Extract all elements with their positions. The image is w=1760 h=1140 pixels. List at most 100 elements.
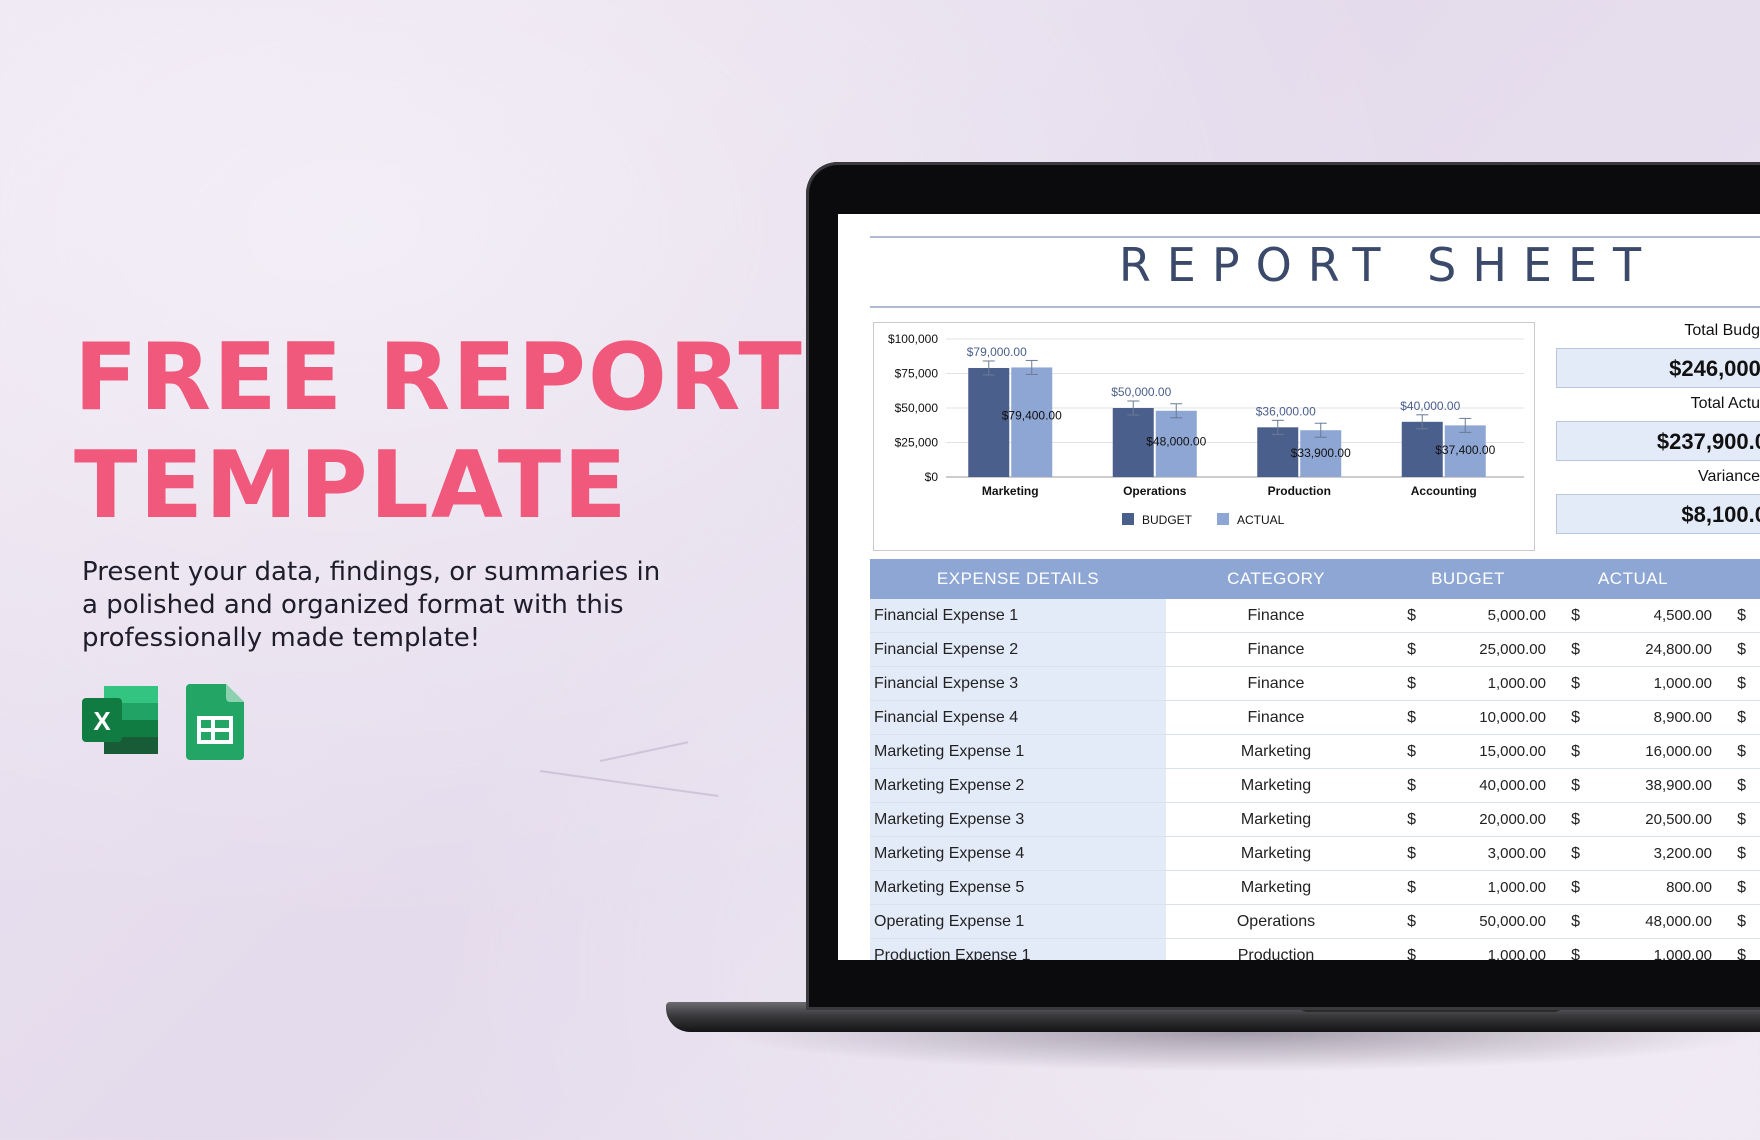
variance-currency-cell[interactable]: $ <box>1716 768 1760 803</box>
actual-currency-cell[interactable]: $ <box>1550 802 1594 837</box>
expense-name-cell[interactable]: Production Expense 1 <box>870 938 1166 960</box>
expense-name-cell[interactable]: Financial Expense 2 <box>870 632 1166 667</box>
budget-currency-cell[interactable]: $ <box>1386 836 1430 871</box>
y-tick-label: $75,000 <box>895 367 939 381</box>
header-expense-details[interactable]: EXPENSE DETAILS <box>870 559 1166 599</box>
category-cell[interactable]: Finance <box>1166 599 1386 633</box>
expense-name-cell[interactable]: Financial Expense 4 <box>870 700 1166 735</box>
budget-currency-cell[interactable]: $ <box>1386 734 1430 769</box>
variance-currency-cell[interactable]: $ <box>1716 599 1760 633</box>
actual-currency-cell[interactable]: $ <box>1550 836 1594 871</box>
variance-currency-cell[interactable]: $ <box>1716 632 1760 667</box>
actual-currency-cell[interactable]: $ <box>1550 734 1594 769</box>
budget-currency-cell[interactable]: $ <box>1386 904 1430 939</box>
variance-value[interactable]: $8,100.0 <box>1556 494 1760 534</box>
actual-amount-cell[interactable]: 4,500.00 <box>1594 599 1716 633</box>
category-cell[interactable]: Marketing <box>1166 870 1386 905</box>
budget-amount-cell[interactable]: 3,000.00 <box>1430 836 1550 871</box>
budget-amount-cell[interactable]: 15,000.00 <box>1430 734 1550 769</box>
budget-currency-cell[interactable]: $ <box>1386 802 1430 837</box>
headline-line-1: FREE REPORT <box>74 323 804 431</box>
variance-currency-cell[interactable]: $ <box>1716 836 1760 871</box>
actual-currency-cell[interactable]: $ <box>1550 632 1594 667</box>
actual-currency-cell[interactable]: $ <box>1550 768 1594 803</box>
actual-currency-cell[interactable]: $ <box>1550 666 1594 701</box>
table-row: Marketing Expense 2 Marketing $40,000.00 $3… <box>870 768 1760 803</box>
expense-name-cell[interactable]: Marketing Expense 3 <box>870 802 1166 837</box>
actual-currency-cell[interactable]: $ <box>1550 700 1594 735</box>
budget-currency-cell[interactable]: $ <box>1386 632 1430 667</box>
budget-currency-cell[interactable]: $ <box>1386 700 1430 735</box>
bar-actual <box>1444 425 1486 477</box>
category-cell[interactable]: Marketing <box>1166 802 1386 837</box>
variance-currency-cell[interactable]: $ <box>1716 938 1760 960</box>
category-cell[interactable]: Operations <box>1166 904 1386 939</box>
actual-amount-cell[interactable]: 24,800.00 <box>1594 632 1716 667</box>
variance-currency-cell[interactable]: $ <box>1716 734 1760 769</box>
excel-icon: X <box>82 686 158 754</box>
category-cell[interactable]: Marketing <box>1166 836 1386 871</box>
category-cell[interactable]: Marketing <box>1166 734 1386 769</box>
category-cell[interactable]: Production <box>1166 938 1386 960</box>
table-row: Production Expense 1 Production $1,000.00 $… <box>870 938 1760 960</box>
data-label-actual: $79,400.00 <box>1002 408 1062 422</box>
header-budget[interactable]: BUDGET <box>1386 559 1550 599</box>
table-row: Financial Expense 1 Finance $5,000.00 $4,50… <box>870 599 1760 633</box>
variance-currency-cell[interactable]: $ <box>1716 802 1760 837</box>
svg-text:X: X <box>93 706 111 736</box>
actual-amount-cell[interactable]: 48,000.00 <box>1594 904 1716 939</box>
actual-amount-cell[interactable]: 16,000.00 <box>1594 734 1716 769</box>
expense-name-cell[interactable]: Marketing Expense 1 <box>870 734 1166 769</box>
bar-actual <box>1011 367 1053 477</box>
actual-currency-cell[interactable]: $ <box>1550 870 1594 905</box>
budget-amount-cell[interactable]: 20,000.00 <box>1430 802 1550 837</box>
header-category[interactable]: CATEGORY <box>1166 559 1386 599</box>
budget-currency-cell[interactable]: $ <box>1386 870 1430 905</box>
variance-currency-cell[interactable]: $ <box>1716 870 1760 905</box>
budget-amount-cell[interactable]: 25,000.00 <box>1430 632 1550 667</box>
budget-amount-cell[interactable]: 5,000.00 <box>1430 599 1550 633</box>
total-budget-value[interactable]: $246,000. <box>1556 348 1760 388</box>
actual-amount-cell[interactable]: 20,500.00 <box>1594 802 1716 837</box>
expense-name-cell[interactable]: Financial Expense 3 <box>870 666 1166 701</box>
budget-amount-cell[interactable]: 1,000.00 <box>1430 870 1550 905</box>
actual-currency-cell[interactable]: $ <box>1550 599 1594 633</box>
variance-currency-cell[interactable]: $ <box>1716 666 1760 701</box>
budget-amount-cell[interactable]: 10,000.00 <box>1430 700 1550 735</box>
bar-budget <box>968 367 1010 477</box>
category-cell[interactable]: Finance <box>1166 632 1386 667</box>
category-cell[interactable]: Finance <box>1166 700 1386 735</box>
actual-currency-cell[interactable]: $ <box>1550 904 1594 939</box>
budget-amount-cell[interactable]: 1,000.00 <box>1430 938 1550 960</box>
data-label-budget: $79,000.00 <box>967 345 1027 359</box>
actual-currency-cell[interactable]: $ <box>1550 938 1594 960</box>
header-extra[interactable] <box>1716 559 1760 599</box>
budget-currency-cell[interactable]: $ <box>1386 938 1430 960</box>
budget-currency-cell[interactable]: $ <box>1386 666 1430 701</box>
y-tick-label: $25,000 <box>895 436 939 450</box>
budget-amount-cell[interactable]: 40,000.00 <box>1430 768 1550 803</box>
category-cell[interactable]: Finance <box>1166 666 1386 701</box>
actual-amount-cell[interactable]: 1,000.00 <box>1594 938 1716 960</box>
actual-amount-cell[interactable]: 1,000.00 <box>1594 666 1716 701</box>
actual-amount-cell[interactable]: 800.00 <box>1594 870 1716 905</box>
variance-currency-cell[interactable]: $ <box>1716 904 1760 939</box>
budget-amount-cell[interactable]: 1,000.00 <box>1430 666 1550 701</box>
budget-amount-cell[interactable]: 50,000.00 <box>1430 904 1550 939</box>
variance-currency-cell[interactable]: $ <box>1716 700 1760 735</box>
budget-currency-cell[interactable]: $ <box>1386 768 1430 803</box>
actual-amount-cell[interactable]: 38,900.00 <box>1594 768 1716 803</box>
total-actual-value[interactable]: $237,900.0 <box>1556 421 1760 461</box>
title-rule-bottom <box>870 306 1760 308</box>
expense-name-cell[interactable]: Marketing Expense 4 <box>870 836 1166 871</box>
category-cell[interactable]: Marketing <box>1166 768 1386 803</box>
expense-name-cell[interactable]: Marketing Expense 2 <box>870 768 1166 803</box>
budget-actual-chart: $0 $25,000 $50,000 $75,000 $100,000 $79,000.0… <box>873 322 1535 551</box>
header-actual[interactable]: ACTUAL <box>1550 559 1716 599</box>
expense-name-cell[interactable]: Marketing Expense 5 <box>870 870 1166 905</box>
actual-amount-cell[interactable]: 3,200.00 <box>1594 836 1716 871</box>
expense-name-cell[interactable]: Financial Expense 1 <box>870 599 1166 633</box>
expense-name-cell[interactable]: Operating Expense 1 <box>870 904 1166 939</box>
actual-amount-cell[interactable]: 8,900.00 <box>1594 700 1716 735</box>
budget-currency-cell[interactable]: $ <box>1386 599 1430 633</box>
